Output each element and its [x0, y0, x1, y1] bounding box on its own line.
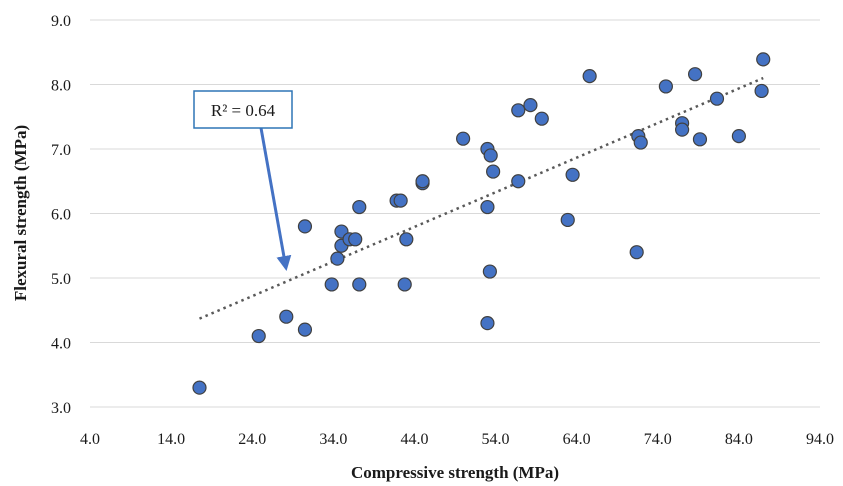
data-point [297, 219, 313, 234]
data-point [352, 277, 367, 292]
trendline-layer [199, 76, 764, 320]
data-point [192, 380, 207, 395]
data-point [731, 129, 746, 144]
y-axis-ticks: 3.0 4.0 5.0 6.0 7.0 8.0 9.0 [51, 13, 71, 417]
y-tick-label: 9.0 [51, 13, 71, 30]
data-point [511, 174, 526, 189]
data-point [687, 67, 703, 82]
y-tick-label: 4.0 [51, 336, 71, 353]
data-point [523, 98, 538, 113]
data-point [534, 111, 549, 126]
data-point [279, 309, 294, 324]
data-point [480, 199, 495, 215]
data-point [658, 79, 673, 94]
x-tick-label: 64.0 [563, 431, 591, 448]
data-point [486, 164, 501, 179]
data-point [399, 232, 414, 247]
data-point [511, 103, 526, 118]
data-point [756, 52, 771, 67]
y-tick-label: 8.0 [51, 78, 71, 95]
x-tick-label: 94.0 [806, 431, 834, 448]
data-point [629, 245, 644, 260]
data-point [415, 174, 430, 189]
r2-box [193, 90, 293, 129]
x-tick-label: 44.0 [400, 431, 428, 448]
trendline [199, 76, 764, 320]
data-point [330, 251, 345, 266]
r2-arrow [259, 127, 292, 271]
data-point [393, 193, 408, 208]
x-tick-label: 4.0 [80, 431, 100, 448]
r2-label: R² = 0.64 [211, 101, 276, 120]
y-axis-title: Flexural strength (MPa) [11, 125, 30, 301]
x-tick-label: 74.0 [644, 431, 672, 448]
y-tick-label: 3.0 [51, 400, 71, 417]
gridlines [90, 19, 820, 408]
x-tick-label: 34.0 [319, 431, 347, 448]
data-point [482, 264, 497, 279]
data-points [192, 52, 771, 395]
data-point [251, 328, 266, 344]
x-tick-label: 24.0 [238, 431, 266, 448]
data-point [675, 122, 690, 137]
y-tick-label: 7.0 [51, 142, 71, 159]
data-point [483, 148, 498, 163]
data-point [456, 131, 471, 146]
x-tick-label: 14.0 [157, 431, 185, 448]
data-point [565, 167, 580, 182]
data-point [397, 277, 412, 292]
data-point [560, 212, 575, 228]
x-axis-ticks: 4.0 14.0 24.0 34.0 44.0 54.0 64.0 74.0 84.0 94.0 [80, 431, 834, 448]
data-point [692, 132, 708, 147]
data-point [633, 135, 648, 150]
y-tick-label: 6.0 [51, 207, 71, 224]
data-point [324, 277, 339, 292]
data-point [754, 83, 769, 99]
data-point [582, 69, 597, 84]
data-point [348, 232, 363, 247]
data-point [352, 199, 367, 215]
x-tick-label: 54.0 [482, 431, 510, 448]
data-point [709, 91, 725, 106]
r2-annotation: R² = 0.64 [193, 90, 293, 271]
data-point [297, 322, 313, 337]
y-tick-label: 5.0 [51, 271, 71, 288]
x-tick-label: 84.0 [725, 431, 753, 448]
x-axis-title: Compressive strength (MPa) [351, 463, 559, 482]
data-point [480, 316, 495, 331]
